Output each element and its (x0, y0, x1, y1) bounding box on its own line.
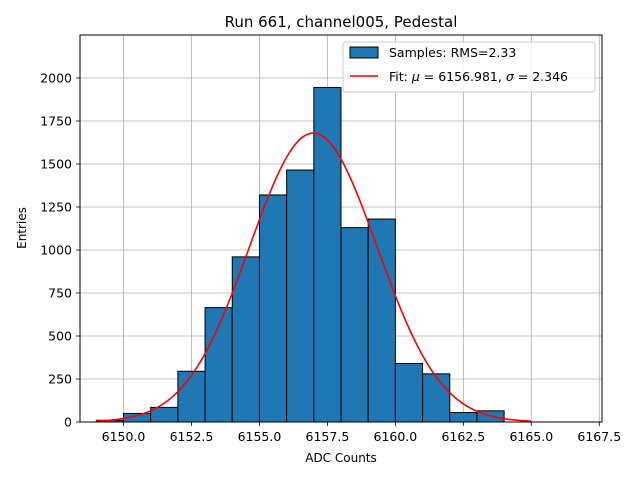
gaussian-fit-curve (96, 132, 532, 422)
legend-fit-mu-value: 6156.981 (438, 69, 498, 84)
histogram-bar (258, 194, 288, 423)
y-tick-label: 250 (48, 372, 72, 387)
legend-histogram-swatch (349, 46, 379, 59)
y-tick-label: 2000 (40, 71, 72, 86)
y-axis-label: Entries (15, 207, 29, 249)
x-tick-label: 6160.0 (374, 429, 418, 444)
x-axis-label: ADC Counts (305, 451, 377, 465)
legend-frame (342, 41, 596, 93)
legend-fit-prefix: Fit: (389, 69, 412, 84)
x-tick-label: 6155.0 (238, 429, 282, 444)
y-tick-label: 750 (48, 286, 72, 301)
x-tick-label: 6150.0 (102, 429, 146, 444)
legend-fit-label: Fit: μ = 6156.981, σ = 2.346 (389, 69, 568, 84)
histogram-bar (177, 370, 206, 423)
histogram-bar (340, 227, 369, 423)
plot-area-frame (79, 34, 603, 423)
x-tick-label: 6152.5 (170, 429, 214, 444)
legend: Samples: RMS=2.33 Fit: μ = 6156.981, σ =… (342, 41, 596, 93)
histogram-bar (394, 363, 424, 423)
y-tick-label: 1250 (40, 200, 72, 215)
histogram-bar (286, 169, 315, 423)
legend-fit-mu-eq: = (420, 69, 438, 84)
x-tick-label: 6165.0 (509, 429, 553, 444)
legend-fit-sigma-value: 2.346 (532, 69, 568, 84)
legend-histogram-label: Samples: RMS=2.33 (389, 45, 516, 60)
chart-title: Run 661, channel005, Pedestal (225, 13, 458, 31)
histogram-bar (313, 86, 342, 423)
x-tick-label: 6162.5 (441, 429, 485, 444)
legend-fit-sigma-symbol: σ (506, 69, 515, 84)
histogram-bar (449, 412, 478, 423)
histogram-bar (367, 218, 396, 423)
histogram-bar (422, 373, 451, 423)
legend-fit-sigma-eq: = (514, 69, 532, 84)
x-tick-label: 6157.5 (306, 429, 350, 444)
y-axis-ticks: 0 250 500 750 1000 1250 1500 1750 2000 (40, 71, 80, 430)
y-tick-label: 1500 (40, 157, 72, 172)
x-axis-ticks: 6150.0 6152.5 6155.0 6157.5 6160.0 6162.5 6165… (102, 422, 621, 444)
y-tick-label: 500 (48, 329, 72, 344)
legend-fit-mu-symbol: μ (411, 69, 420, 84)
y-tick-label: 0 (64, 415, 72, 430)
y-tick-label: 1750 (40, 114, 72, 129)
x-tick-label: 6167.5 (577, 429, 621, 444)
legend-fit-separator: , (498, 69, 506, 84)
y-tick-label: 1000 (40, 243, 72, 258)
